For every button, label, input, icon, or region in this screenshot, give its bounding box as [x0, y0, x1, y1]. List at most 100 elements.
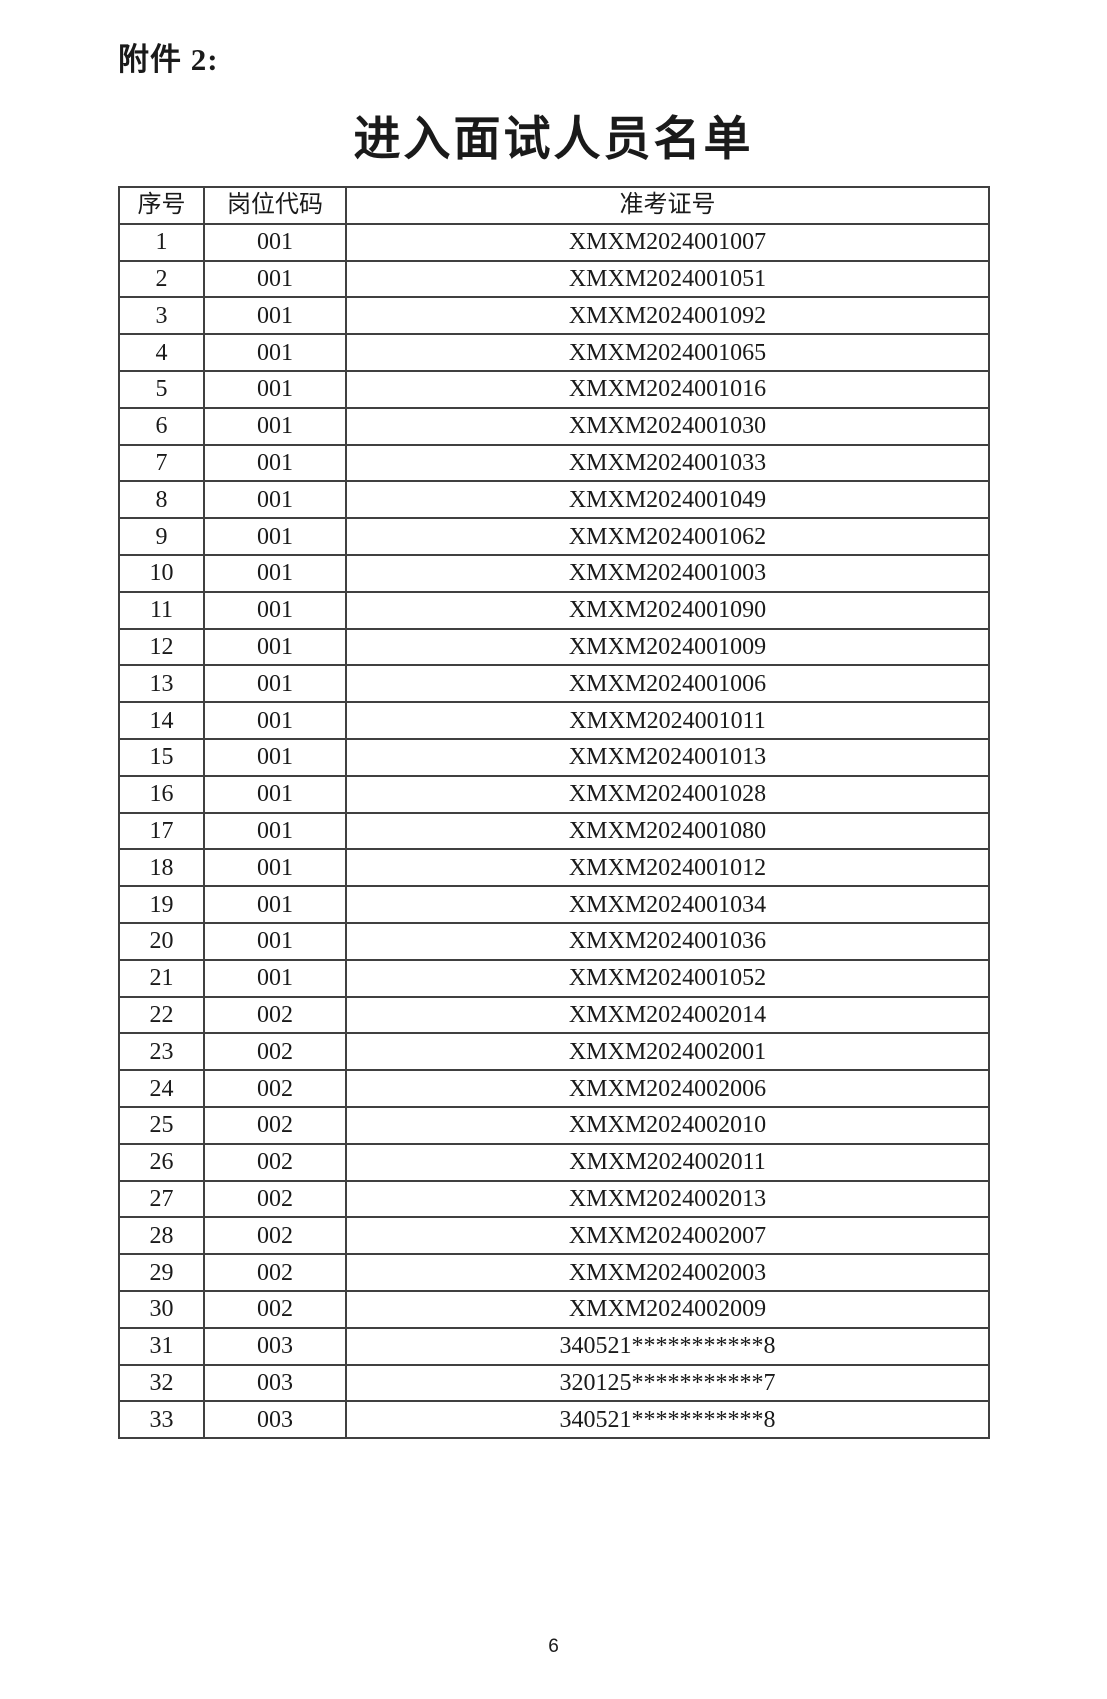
cell-code: 001	[203, 737, 347, 777]
cell-no: 32	[118, 1363, 205, 1403]
table-row: 7 001 XMXM2024001033	[118, 443, 990, 483]
table-row: 11 001 XMXM2024001090	[118, 590, 990, 630]
cell-code: 001	[203, 259, 347, 299]
cell-code: 001	[203, 443, 347, 483]
cell-code: 001	[203, 553, 347, 593]
cell-ticket: XMXM2024002014	[345, 995, 990, 1035]
cell-no: 20	[118, 921, 205, 961]
column-header-serial-no: 序号	[118, 186, 205, 225]
cell-no: 7	[118, 443, 205, 483]
cell-ticket: XMXM2024002013	[345, 1179, 990, 1219]
cell-ticket: XMXM2024002010	[345, 1105, 990, 1145]
table-row: 23 002 XMXM2024002001	[118, 1032, 990, 1072]
cell-code: 002	[203, 1069, 347, 1108]
cell-ticket: XMXM2024001007	[345, 222, 990, 262]
cell-ticket: XMXM2024001049	[345, 480, 990, 520]
cell-ticket: XMXM2024001013	[345, 737, 990, 777]
cell-no: 19	[118, 885, 205, 924]
cell-no: 8	[118, 480, 205, 520]
cell-ticket: XMXM2024001036	[345, 921, 990, 961]
table-row: 26 002 XMXM2024002011	[118, 1142, 990, 1182]
cell-ticket: XMXM2024002003	[345, 1253, 990, 1292]
cell-no: 14	[118, 701, 205, 740]
cell-code: 001	[203, 774, 347, 814]
table-row: 28 002 XMXM2024002007	[118, 1216, 990, 1256]
cell-no: 22	[118, 995, 205, 1035]
cell-ticket: XMXM2024001009	[345, 627, 990, 667]
cell-code: 001	[203, 701, 347, 740]
cell-no: 12	[118, 627, 205, 667]
cell-code: 001	[203, 517, 347, 556]
cell-code: 001	[203, 480, 347, 520]
cell-code: 001	[203, 296, 347, 336]
cell-ticket: XMXM2024001028	[345, 774, 990, 814]
cell-no: 15	[118, 737, 205, 777]
attachment-label: 附件 2:	[118, 42, 219, 77]
table-row: 13 001 XMXM2024001006	[118, 664, 990, 704]
cell-code: 001	[203, 664, 347, 704]
cell-ticket: XMXM2024001062	[345, 517, 990, 556]
cell-code: 002	[203, 1289, 347, 1329]
cell-ticket: 320125***********7	[345, 1363, 990, 1403]
cell-code: 003	[203, 1326, 347, 1366]
table-row: 22 002 XMXM2024002014	[118, 995, 990, 1035]
cell-ticket: XMXM2024001051	[345, 259, 990, 299]
cell-code: 001	[203, 811, 347, 851]
cell-no: 11	[118, 590, 205, 630]
table-row: 3 001 XMXM2024001092	[118, 296, 990, 336]
cell-code: 002	[203, 1032, 347, 1072]
cell-code: 002	[203, 1105, 347, 1145]
table-row: 31 003 340521***********8	[118, 1326, 990, 1366]
cell-ticket: XMXM2024001080	[345, 811, 990, 851]
page-number: 6	[548, 1636, 559, 1657]
cell-code: 001	[203, 921, 347, 961]
table-row: 33 003 340521***********8	[118, 1400, 990, 1440]
cell-no: 17	[118, 811, 205, 851]
cell-no: 2	[118, 259, 205, 299]
table-row: 15 001 XMXM2024001013	[118, 737, 990, 777]
cell-no: 1	[118, 222, 205, 262]
cell-code: 001	[203, 627, 347, 667]
cell-no: 25	[118, 1105, 205, 1145]
cell-ticket: XMXM2024001006	[345, 664, 990, 704]
cell-code: 002	[203, 1216, 347, 1256]
cell-ticket: XMXM2024002009	[345, 1289, 990, 1329]
column-header-ticket-number: 准考证号	[345, 186, 990, 225]
cell-ticket: XMXM2024002001	[345, 1032, 990, 1072]
cell-ticket: XMXM2024001012	[345, 848, 990, 888]
cell-code: 002	[203, 1253, 347, 1292]
table-row: 25 002 XMXM2024002010	[118, 1105, 990, 1145]
table-row: 2 001 XMXM2024001051	[118, 259, 990, 299]
table-row: 20 001 XMXM2024001036	[118, 921, 990, 961]
cell-code: 002	[203, 1142, 347, 1182]
table-body: 1 001 XMXM2024001007 2 001 XMXM2024001051 3 001…	[118, 222, 990, 1440]
table-row: 27 002 XMXM2024002013	[118, 1179, 990, 1219]
cell-code: 001	[203, 406, 347, 446]
table-row: 32 003 320125***********7	[118, 1363, 990, 1403]
table-row: 18 001 XMXM2024001012	[118, 848, 990, 888]
cell-ticket: XMXM2024001016	[345, 369, 990, 409]
cell-ticket: 340521***********8	[345, 1400, 990, 1440]
cell-no: 23	[118, 1032, 205, 1072]
cell-no: 26	[118, 1142, 205, 1182]
cell-no: 29	[118, 1253, 205, 1292]
cell-code: 001	[203, 369, 347, 409]
table-row: 9 001 XMXM2024001062	[118, 517, 990, 556]
cell-no: 9	[118, 517, 205, 556]
cell-code: 001	[203, 333, 347, 372]
cell-ticket: XMXM2024002006	[345, 1069, 990, 1108]
cell-ticket: XMXM2024001090	[345, 590, 990, 630]
cell-code: 001	[203, 590, 347, 630]
cell-no: 28	[118, 1216, 205, 1256]
table-row: 4 001 XMXM2024001065	[118, 333, 990, 372]
cell-code: 003	[203, 1363, 347, 1403]
cell-no: 24	[118, 1069, 205, 1108]
cell-no: 33	[118, 1400, 205, 1440]
cell-code: 002	[203, 995, 347, 1035]
cell-code: 001	[203, 848, 347, 888]
cell-no: 3	[118, 296, 205, 336]
table-row: 12 001 XMXM2024001009	[118, 627, 990, 667]
cell-ticket: XMXM2024001011	[345, 701, 990, 740]
cell-ticket: XMXM2024001034	[345, 885, 990, 924]
